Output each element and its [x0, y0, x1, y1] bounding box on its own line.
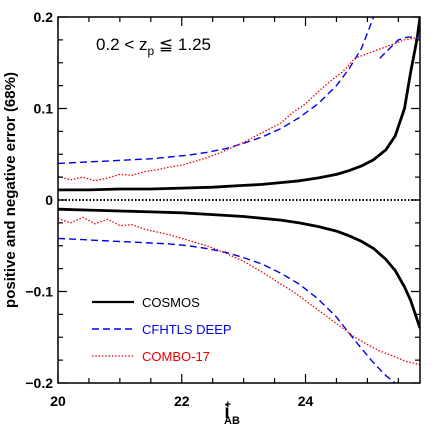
- annotation-sub: p: [148, 44, 155, 58]
- series-cfhtls-deep-line-2: [58, 237, 396, 383]
- legend: COSMOS CFHTLS DEEP COMBO-17: [92, 295, 232, 364]
- annotation-text-b: ≦ 1.25: [154, 35, 211, 54]
- legend-label-cfhtls-deep: CFHTLS DEEP: [142, 322, 232, 337]
- x-axis-title-main: i: [224, 402, 229, 423]
- series-combo-17-line-0: [58, 36, 420, 182]
- series-cfhtls-deep-line-0: [58, 17, 375, 165]
- y-tick-label: −0.2: [25, 375, 53, 391]
- x-tick-label: 22: [174, 393, 190, 409]
- redshift-range-annotation: 0.2 < zp ≦ 1.25: [96, 35, 211, 58]
- series-cosmos-line-0: [58, 17, 420, 192]
- series-cfhtls-deep-line-1: [379, 36, 420, 59]
- x-axis-title-super: +: [225, 399, 231, 411]
- axis-ticks: [57, 16, 420, 384]
- x-tick-label: 24: [298, 393, 314, 409]
- series-combo-17-line-1: [58, 216, 420, 366]
- y-tick-label: −0.1: [25, 284, 53, 300]
- y-tick-label: 0.1: [34, 101, 54, 117]
- legend-label-cosmos: COSMOS: [142, 295, 200, 310]
- annotation-text-a: 0.2 < z: [96, 35, 148, 54]
- y-tick-label: 0: [45, 192, 53, 208]
- x-axis-title: i+ AB: [224, 399, 240, 427]
- x-tick-label: 20: [50, 393, 66, 409]
- series-lines: [58, 17, 420, 383]
- y-tick-label: 0.2: [34, 9, 54, 25]
- y-axis-title: positive and negative error (68%): [2, 72, 19, 308]
- series-cosmos-line-1: [58, 207, 420, 329]
- tick-labels: 20 22 24 −0.2 −0.1 0 0.1 0.2: [25, 9, 313, 409]
- legend-label-combo-17: COMBO-17: [142, 349, 210, 364]
- x-axis-title-sub: AB: [224, 415, 240, 427]
- plot-frame: [57, 16, 421, 384]
